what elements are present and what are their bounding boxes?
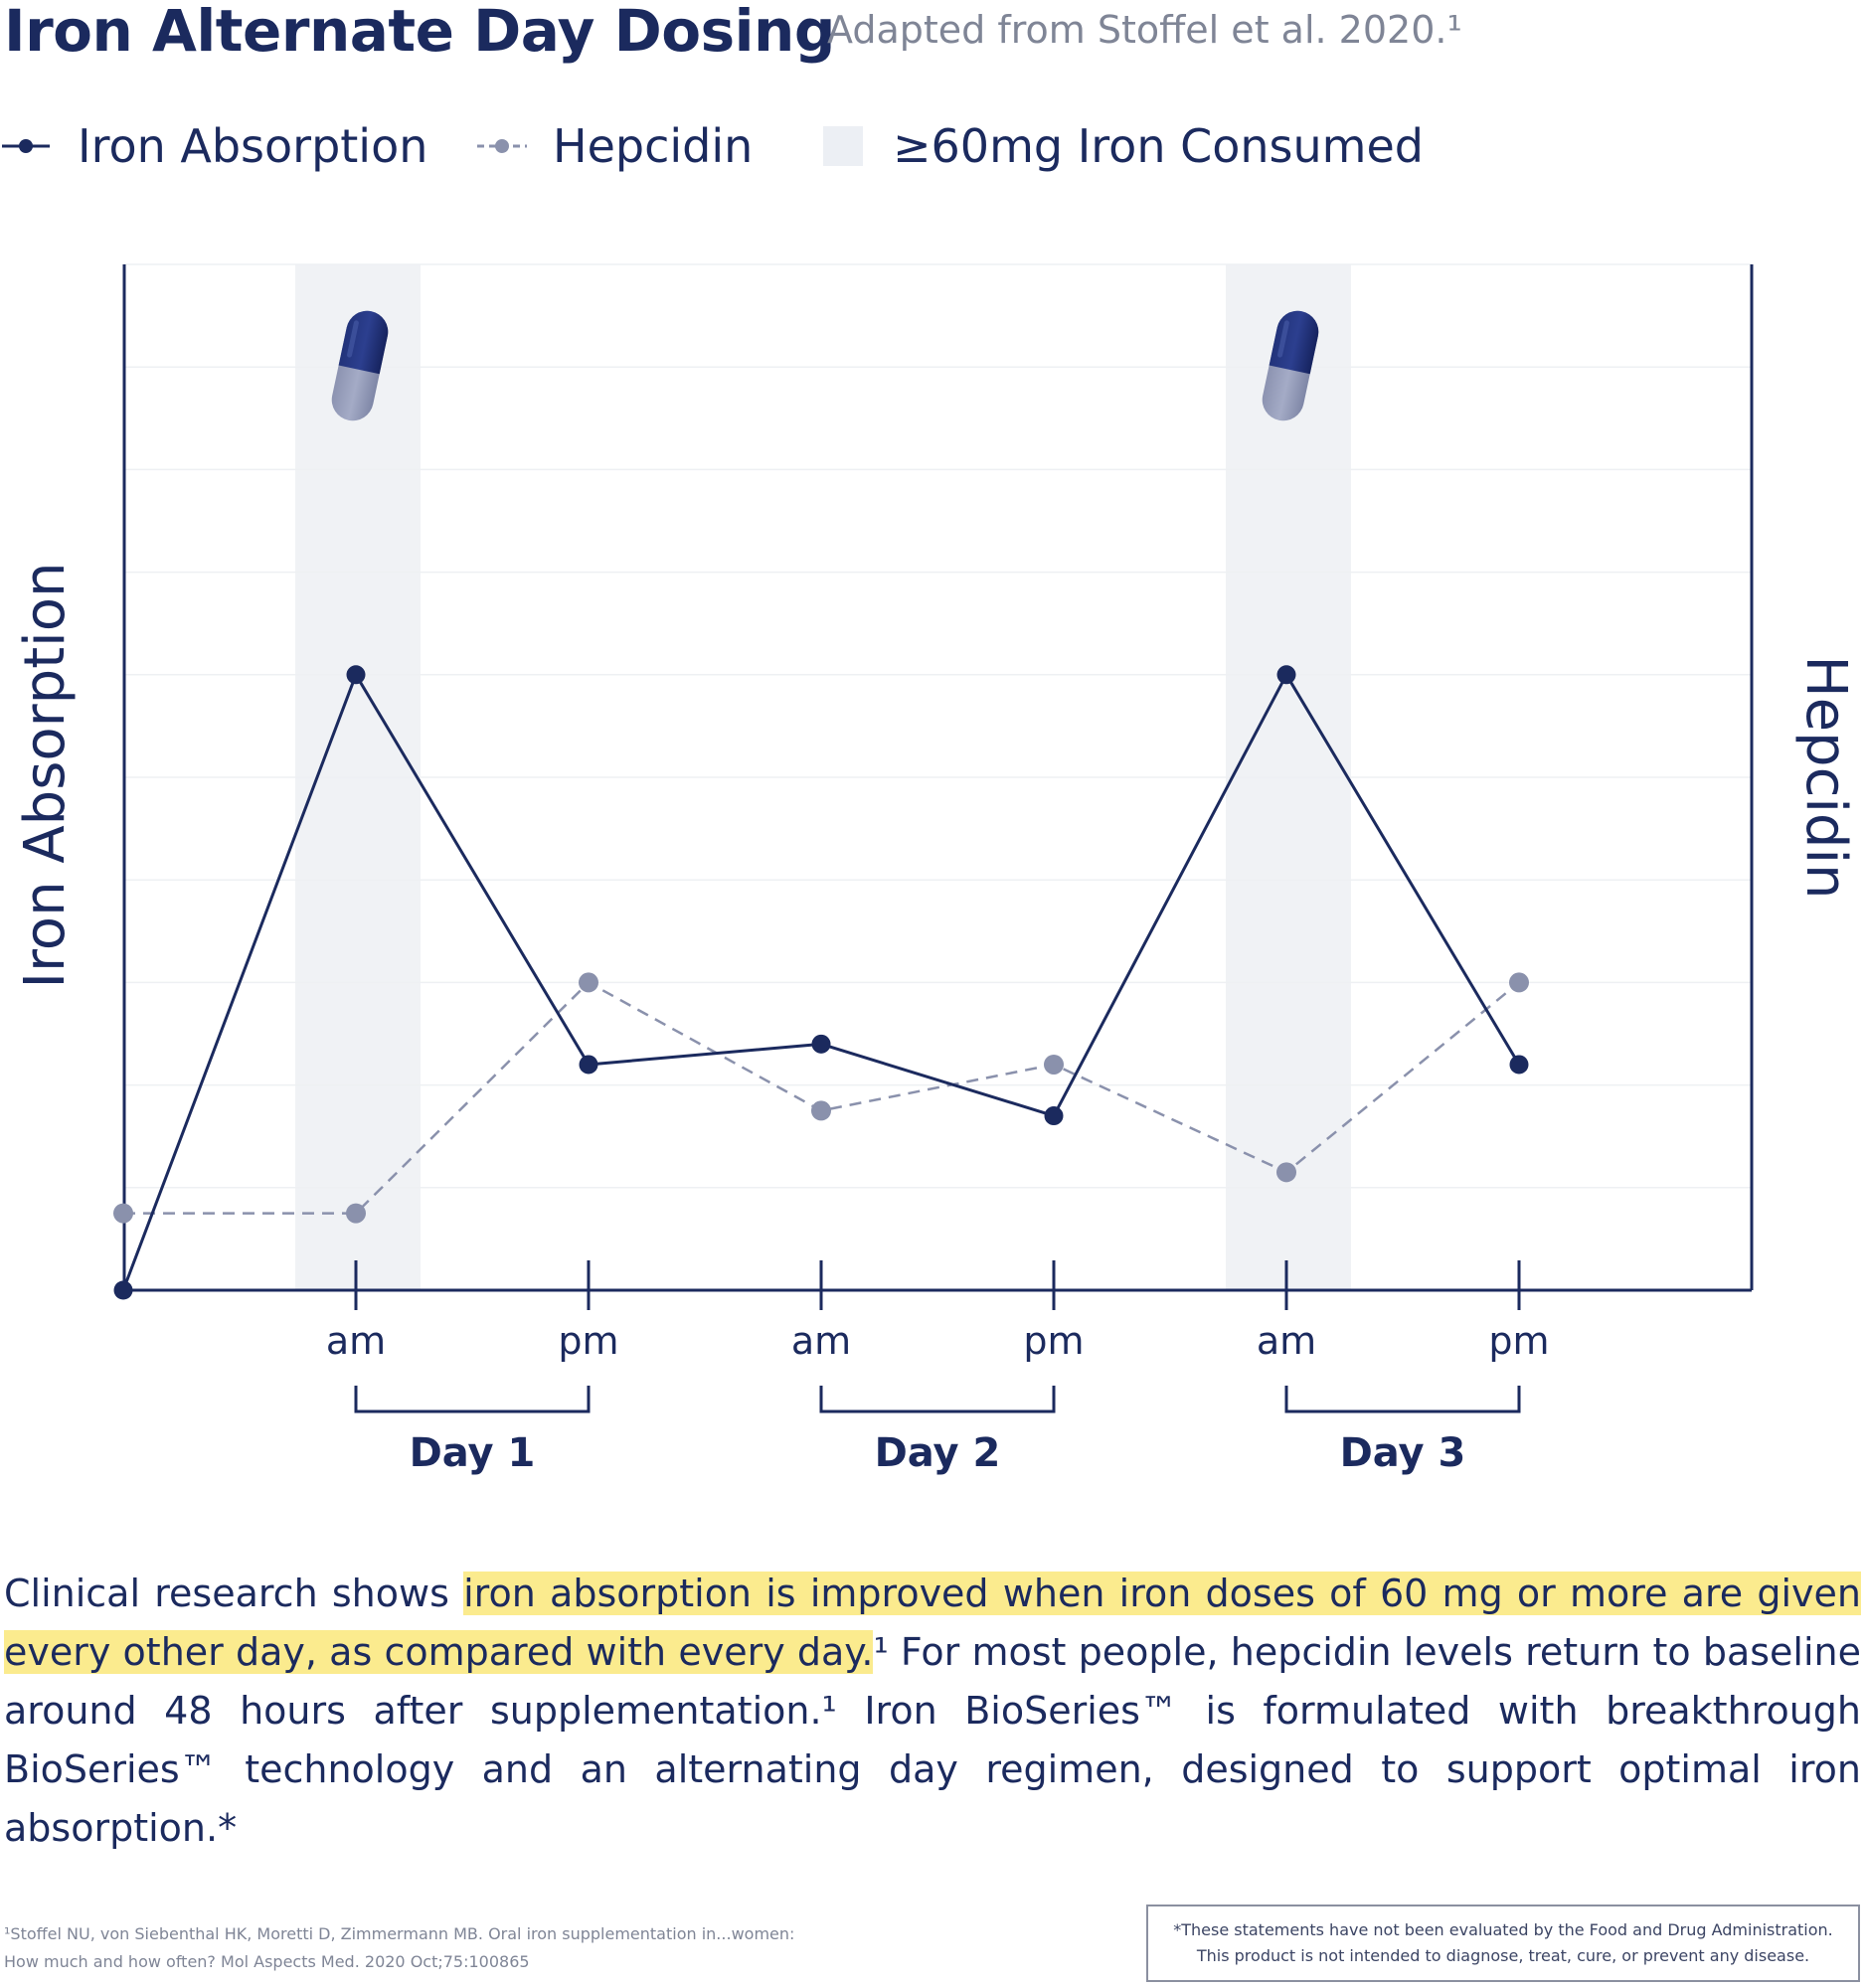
hepcidin-data-point	[346, 1203, 366, 1224]
x-tick-label: am	[791, 1319, 851, 1363]
iron-absorption-data-point	[346, 665, 366, 685]
capsule-cap	[338, 310, 389, 375]
chart-title: Iron Alternate Day Dosing	[4, 0, 835, 65]
hepcidin-data-point	[579, 972, 598, 993]
description-paragraph: Clinical research shows iron absorption …	[4, 1565, 1861, 1858]
x-tick-label: am	[1257, 1319, 1316, 1363]
capsule-icon	[331, 310, 389, 421]
disclaimer-line: *These statements have not been evaluate…	[1173, 1920, 1833, 1939]
capsule-shine	[347, 320, 359, 358]
x-tick-label: pm	[558, 1319, 618, 1363]
legend-label: Hepcidin	[553, 119, 754, 173]
iron-absorption-data-point	[811, 1034, 831, 1054]
solid-line-dot-icon	[2, 139, 50, 153]
hepcidin-data-point	[113, 1203, 133, 1224]
iron-absorption-data-point	[1044, 1106, 1064, 1126]
x-tick-label: pm	[1488, 1319, 1549, 1363]
x-tick-label: am	[326, 1319, 386, 1363]
iron-absorption-data-point	[579, 1055, 598, 1075]
dashed-line-dot-icon	[477, 139, 527, 153]
legend-label: Iron Absorption	[78, 119, 428, 173]
day-label: Day 1	[410, 1430, 536, 1476]
chart-subtitle: Adapted from Stoffel et al. 2020.¹	[827, 8, 1462, 52]
hepcidin-data-point	[1509, 972, 1529, 993]
day-bracket	[1284, 1386, 1521, 1413]
chart-legend: Iron Absorption Hepcidin ≥60mg Iron Cons…	[0, 111, 1451, 181]
hepcidin-data-point	[1044, 1054, 1064, 1075]
capsule-cap	[1269, 310, 1319, 375]
disclaimer-line: This product is not intended to diagnose…	[1196, 1946, 1810, 1965]
shaded-band-swatch-icon	[823, 126, 863, 166]
capsule-shine	[1277, 320, 1289, 358]
x-tick-label: pm	[1023, 1319, 1084, 1363]
line-chart: am pm am pm am pm Day 1 Day 2 Day 3 Iron Absorp…	[13, 263, 1858, 1476]
hepcidin-data-point	[811, 1100, 831, 1121]
capsule-icon	[1262, 310, 1319, 421]
y-axis-label-left: Iron Absorption	[13, 563, 78, 989]
day-label: Day 2	[875, 1430, 1001, 1476]
reference-line: How much and how often? Mol Aspects Med.…	[4, 1952, 530, 1971]
hepcidin-data-point	[1276, 1162, 1296, 1183]
y-axis-label-right: Hepcidin	[1793, 655, 1858, 899]
fda-disclaimer-box: *These statements have not been evaluate…	[1146, 1905, 1860, 1982]
reference-footnote: ¹Stoffel NU, von Siebenthal HK, Moretti …	[4, 1920, 899, 1976]
iron-absorption-data-point	[1509, 1055, 1529, 1075]
day-label: Day 3	[1340, 1430, 1466, 1476]
legend-item-iron-consumed: ≥60mg Iron Consumed	[823, 111, 1424, 181]
iron-absorption-data-point	[113, 1280, 133, 1300]
legend-label: ≥60mg Iron Consumed	[893, 119, 1424, 173]
iron-absorption-data-point	[1276, 665, 1296, 685]
reference-line: ¹Stoffel NU, von Siebenthal HK, Moretti …	[4, 1924, 795, 1943]
paragraph-text-rest: ¹ For most people, hepcidin levels retur…	[4, 1630, 1862, 1850]
day-bracket	[354, 1386, 591, 1413]
legend-item-iron-absorption: Iron Absorption	[0, 111, 427, 181]
legend-item-hepcidin: Hepcidin	[475, 111, 753, 181]
paragraph-text-start: Clinical research shows	[4, 1572, 464, 1615]
day-bracket	[819, 1386, 1056, 1413]
